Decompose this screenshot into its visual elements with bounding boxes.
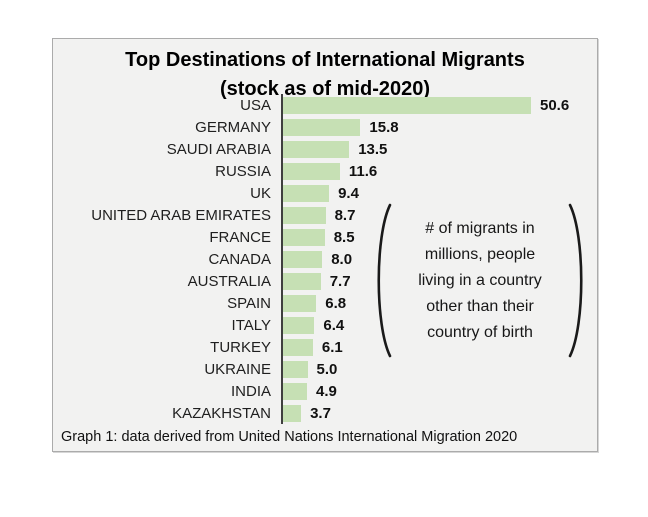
value-label: 4.9 bbox=[316, 382, 337, 400]
bar-row: USA 50.6 bbox=[53, 94, 597, 116]
bar-zone: 13.5 bbox=[281, 138, 597, 160]
value-label: 8.7 bbox=[334, 206, 356, 224]
bar-row: INDIA 4.9 bbox=[53, 380, 597, 402]
left-parenthesis-icon bbox=[377, 203, 392, 358]
bar-zone: 11.6 bbox=[281, 160, 597, 182]
bar bbox=[283, 228, 325, 246]
value-label: 7.7 bbox=[329, 272, 351, 290]
chart-title-line2: (stock as of mid-2020) bbox=[219, 78, 431, 100]
bar bbox=[283, 294, 317, 312]
bar-row: UNITED ARAB EMIRATES 8.7 bbox=[53, 204, 597, 226]
bar bbox=[283, 382, 307, 400]
bar bbox=[283, 118, 361, 136]
category-label: AUSTRALIA bbox=[187, 272, 271, 290]
chart-panel: Top Destinations of International Migran… bbox=[52, 38, 598, 452]
bar-zone: 6.4 bbox=[281, 314, 597, 336]
value-label: 3.7 bbox=[310, 404, 331, 422]
value-label: 6.8 bbox=[325, 294, 347, 312]
bar-row: KAZAKHSTAN 3.7 bbox=[53, 402, 597, 424]
chart-title: Top Destinations of International Migran… bbox=[53, 39, 597, 104]
bar-row: SPAIN 6.8 bbox=[53, 292, 597, 314]
chart-title-line1: Top Destinations of International Migran… bbox=[125, 49, 525, 71]
bar bbox=[283, 404, 302, 422]
value-label: 50.6 bbox=[540, 96, 570, 114]
value-label: 5.0 bbox=[316, 360, 338, 378]
bar bbox=[283, 184, 330, 202]
bar-row: RUSSIA 11.6 bbox=[53, 160, 597, 182]
chart-caption: Graph 1: data derived from United Nation… bbox=[61, 429, 518, 445]
bar bbox=[283, 96, 531, 114]
bar-zone: 7.7 bbox=[281, 270, 597, 292]
bar-zone: 8.5 bbox=[281, 226, 597, 248]
bar-zone: 50.6 bbox=[281, 94, 597, 116]
bar-row: TURKEY 6.1 bbox=[53, 336, 597, 358]
category-label: RUSSIA bbox=[215, 162, 271, 180]
category-label: SAUDI ARABIA bbox=[166, 140, 271, 158]
value-label: 8.0 bbox=[331, 250, 353, 268]
bar-zone: 5.0 bbox=[281, 358, 597, 380]
bar bbox=[283, 338, 313, 356]
bar-row: CANADA 8.0 bbox=[53, 248, 597, 270]
bar bbox=[283, 272, 321, 290]
value-label: 11.6 bbox=[348, 162, 378, 180]
bar-row: UKRAINE 5.0 bbox=[53, 358, 597, 380]
category-label: GERMANY bbox=[195, 118, 271, 136]
bar bbox=[283, 162, 340, 180]
value-label: 13.5 bbox=[358, 140, 388, 158]
bar-zone: 8.7 bbox=[281, 204, 597, 226]
bar-row: UK 9.4 bbox=[53, 182, 597, 204]
bar bbox=[283, 140, 350, 158]
category-label: INDIA bbox=[230, 382, 271, 400]
bar-row: SAUDI ARABIA 13.5 bbox=[53, 138, 597, 160]
value-label: 6.1 bbox=[321, 338, 343, 356]
bar-row: AUSTRALIA 7.7 bbox=[53, 270, 597, 292]
value-label: 9.4 bbox=[338, 184, 359, 202]
category-label: CANADA bbox=[208, 250, 271, 268]
value-label: 15.8 bbox=[369, 118, 399, 136]
category-label: TURKEY bbox=[210, 338, 271, 356]
category-label: SPAIN bbox=[227, 294, 271, 312]
bar-chart: USA 50.6 GERMANY 15.8 SAUDI ARABIA 13.5 RUSSIA… bbox=[53, 94, 597, 424]
category-label: UNITED ARAB EMIRATES bbox=[91, 206, 271, 224]
bar-zone: 8.0 bbox=[281, 248, 597, 270]
bar bbox=[283, 250, 323, 268]
category-label: ITALY bbox=[231, 316, 271, 334]
bar bbox=[283, 206, 326, 224]
category-label: FRANCE bbox=[209, 228, 271, 246]
annotation-callout: # of migrants in millions, people living… bbox=[371, 202, 589, 359]
value-label: 8.5 bbox=[333, 228, 355, 246]
bar-row: FRANCE 8.5 bbox=[53, 226, 597, 248]
bar-zone: 3.7 bbox=[281, 402, 597, 424]
bar-zone: 15.8 bbox=[281, 116, 597, 138]
category-label: USA bbox=[240, 96, 271, 114]
bar-zone: 9.4 bbox=[281, 182, 597, 204]
right-parenthesis-icon bbox=[568, 203, 583, 358]
bar bbox=[283, 316, 315, 334]
value-label: 6.4 bbox=[323, 316, 345, 334]
bar-zone: 6.1 bbox=[281, 336, 597, 358]
category-label: UKRAINE bbox=[204, 360, 271, 378]
bar-row: ITALY 6.4 bbox=[53, 314, 597, 336]
category-label: KAZAKHSTAN bbox=[172, 404, 271, 422]
category-label: UK bbox=[250, 184, 271, 202]
bar-row: GERMANY 15.8 bbox=[53, 116, 597, 138]
bar-zone: 6.8 bbox=[281, 292, 597, 314]
bar-zone: 4.9 bbox=[281, 380, 597, 402]
bar bbox=[283, 360, 308, 378]
annotation-text: # of migrants in millions, people living… bbox=[418, 219, 542, 341]
